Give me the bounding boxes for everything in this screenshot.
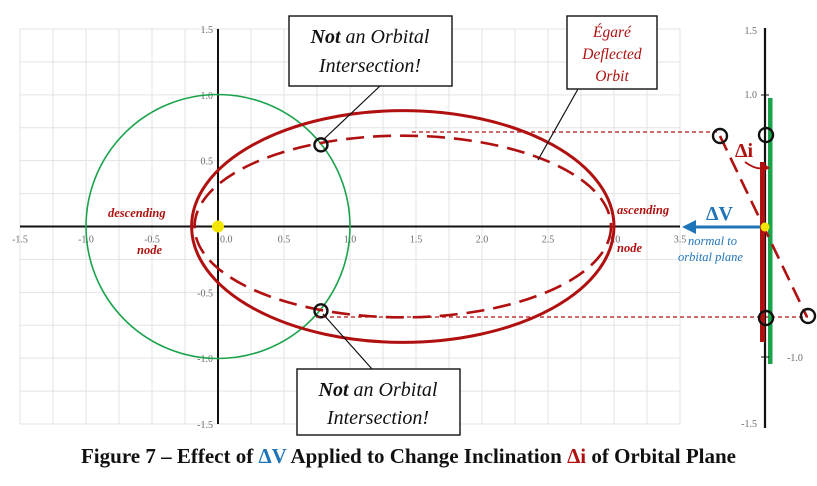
delta-i-arc	[744, 161, 764, 170]
y-tick-label: 0.5	[201, 157, 214, 168]
caption-delta-v: ΔV	[258, 444, 287, 468]
side-marker-bottom-left	[757, 309, 775, 327]
x-tick-label: 1.5	[410, 235, 423, 246]
callout-leader-top	[322, 85, 381, 141]
descending-label: descending	[108, 206, 166, 220]
red-orbital-plane-bar	[760, 162, 765, 342]
egare-line-3: Orbit	[595, 68, 629, 85]
delta-i-label: Δi	[735, 140, 754, 162]
caption-delta-i: Δi	[567, 444, 587, 468]
x-tick-label: 2.0	[476, 235, 489, 246]
egare-callout-box	[566, 15, 658, 90]
origin-dot	[212, 220, 224, 233]
side-marker-top-left	[711, 127, 729, 145]
egare-line-2: Deflected	[581, 46, 642, 63]
caption-prefix: Figure 7 – Effect of	[80, 444, 259, 468]
side-tick-neg-1-0: -1.0	[787, 353, 803, 364]
caption-middle: Applied to Change Inclination	[286, 444, 568, 468]
x-tick-label: 3.5	[674, 235, 687, 246]
side-tick-1-0: 1.0	[745, 90, 758, 101]
y-tick-label: -1.0	[197, 354, 213, 365]
callout-leader-bottom	[322, 313, 373, 370]
y-tick-label: -1.5	[197, 420, 213, 431]
callout-box-top	[288, 15, 453, 87]
side-marker-bottom-right	[799, 307, 817, 325]
callout-bottom-line-2: Intersection!	[326, 407, 429, 429]
callout-top-line-1: Not an Orbital	[310, 26, 430, 48]
side-marker-top-right	[757, 126, 775, 144]
x-tick-label: -1.5	[12, 235, 28, 246]
delta-v-arrowhead	[682, 220, 696, 234]
x-tick-label: 2.5	[542, 235, 555, 246]
delta-v-label: ΔV	[706, 203, 734, 225]
normal-to-label: normal to	[688, 234, 737, 248]
callout-box-bottom	[296, 368, 461, 436]
callout-bottom-line-1: Not an Orbital	[318, 379, 438, 401]
side-tick-neg-1-5: -1.5	[741, 419, 757, 430]
node-left-label: node	[137, 243, 162, 257]
intersection-marker-bottom	[313, 303, 329, 319]
figure-caption: Figure 7 – Effect of ΔV Applied to Chang…	[0, 444, 817, 469]
intersection-marker-top	[313, 137, 329, 153]
node-right-label: node	[617, 241, 642, 255]
delta-i-arrowhead	[762, 163, 770, 172]
side-origin-dot	[760, 222, 770, 232]
caption-suffix: of Orbital Plane	[586, 444, 736, 468]
green-orbital-plane-bar	[768, 98, 773, 364]
egare-callout-leader	[537, 88, 579, 161]
side-tick-1-5: 1.5	[745, 26, 758, 37]
y-tick-label: 1.0	[201, 91, 214, 102]
x-tick-label: -0.5	[144, 235, 160, 246]
egare-line-1: Égaré	[592, 24, 632, 41]
green-unit-circle	[85, 93, 351, 360]
original-orbit-ellipse	[190, 109, 616, 344]
ascending-label: ascending	[617, 203, 669, 217]
y-tick-label: -0.5	[197, 288, 213, 299]
y-tick-label: 1.5	[201, 25, 214, 36]
origin-tick-label: 0.0	[220, 235, 233, 246]
callout-top-line-2: Intersection!	[318, 55, 421, 77]
orbital-plane-label: orbital plane	[678, 250, 743, 264]
x-tick-label: 0.5	[278, 235, 291, 246]
